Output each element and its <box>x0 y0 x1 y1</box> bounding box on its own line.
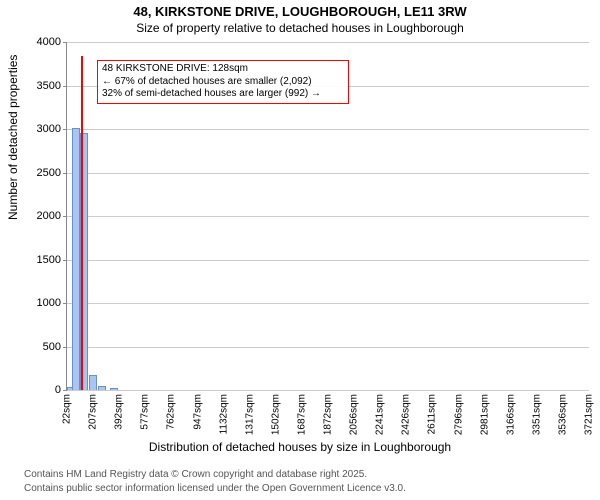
attribution-line-1: Contains HM Land Registry data © Crown c… <box>24 469 367 480</box>
annotation-line: 48 KIRKSTONE DRIVE: 128sqm <box>102 63 344 76</box>
ytick-label: 2500 <box>37 167 61 179</box>
ytick-label: 3000 <box>37 123 61 135</box>
x-axis-label: Distribution of detached houses by size … <box>0 440 600 454</box>
ytick-mark <box>63 303 67 304</box>
ytick-mark <box>63 260 67 261</box>
xtick-label: 2426sqm <box>401 394 412 435</box>
xtick-label: 207sqm <box>88 394 99 430</box>
xtick-label: 1317sqm <box>244 394 255 435</box>
plot-area: 0500100015002000250030003500400022sqm207… <box>66 42 589 391</box>
ytick-label: 1500 <box>37 254 61 266</box>
histogram-bar <box>98 386 106 390</box>
xtick-label: 2981sqm <box>479 394 490 435</box>
xtick-label: 3536sqm <box>557 394 568 435</box>
gridline <box>67 303 589 304</box>
xtick-label: 2241sqm <box>375 394 386 435</box>
xtick-label: 3166sqm <box>505 394 516 435</box>
annotation-box: 48 KIRKSTONE DRIVE: 128sqm← 67% of detac… <box>97 60 349 104</box>
ytick-mark <box>63 86 67 87</box>
ytick-mark <box>63 216 67 217</box>
ytick-mark <box>63 347 67 348</box>
chart-container: 48, KIRKSTONE DRIVE, LOUGHBOROUGH, LE11 … <box>0 0 600 500</box>
xtick-label: 392sqm <box>114 394 125 430</box>
gridline <box>67 216 589 217</box>
xtick-label: 2056sqm <box>349 394 360 435</box>
annotation-line: 32% of semi-detached houses are larger (… <box>102 88 344 101</box>
histogram-bar <box>89 375 97 390</box>
y-axis-label: Number of detached properties <box>6 55 20 220</box>
xtick-label: 1132sqm <box>218 394 229 434</box>
xtick-label: 762sqm <box>166 394 177 430</box>
xtick-label: 3721sqm <box>584 394 595 435</box>
xtick-label: 2611sqm <box>427 394 438 434</box>
gridline <box>67 42 589 43</box>
gridline <box>67 347 589 348</box>
xtick-label: 1502sqm <box>270 394 281 435</box>
ytick-mark <box>63 390 67 391</box>
ytick-mark <box>63 173 67 174</box>
xtick-label: 577sqm <box>140 394 151 430</box>
xtick-label: 22sqm <box>62 394 73 424</box>
attribution-line-2: Contains public sector information licen… <box>24 483 406 494</box>
xtick-label: 3351sqm <box>531 394 542 435</box>
ytick-label: 500 <box>43 341 61 353</box>
ytick-label: 3500 <box>37 80 61 92</box>
ytick-mark <box>63 129 67 130</box>
chart-title: 48, KIRKSTONE DRIVE, LOUGHBOROUGH, LE11 … <box>0 4 600 19</box>
histogram-bar <box>110 388 118 390</box>
xtick-label: 1872sqm <box>323 394 334 435</box>
xtick-label: 1687sqm <box>296 394 307 435</box>
ytick-mark <box>63 42 67 43</box>
gridline <box>67 260 589 261</box>
gridline <box>67 129 589 130</box>
xtick-label: 2796sqm <box>453 394 464 435</box>
histogram-bar <box>72 128 80 390</box>
ytick-label: 4000 <box>37 36 61 48</box>
gridline <box>67 173 589 174</box>
ytick-label: 2000 <box>37 210 61 222</box>
ytick-label: 0 <box>55 384 61 396</box>
chart-subtitle: Size of property relative to detached ho… <box>0 21 600 35</box>
gridline <box>67 390 589 391</box>
property-marker-line <box>81 56 83 390</box>
xtick-label: 947sqm <box>192 394 203 430</box>
ytick-label: 1000 <box>37 297 61 309</box>
annotation-line: ← 67% of detached houses are smaller (2,… <box>102 76 344 89</box>
